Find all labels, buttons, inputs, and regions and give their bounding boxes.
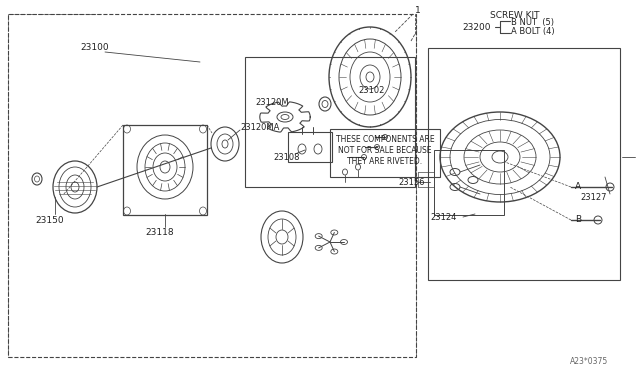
Text: THEY ARE RIVETED.: THEY ARE RIVETED. (348, 157, 422, 166)
Text: 23156: 23156 (398, 177, 424, 186)
Text: 23108: 23108 (273, 153, 300, 161)
Text: 23100: 23100 (80, 42, 109, 51)
Text: 23120MA: 23120MA (240, 122, 280, 131)
Text: 23124: 23124 (430, 212, 456, 221)
Text: SCREW KIT: SCREW KIT (490, 10, 540, 19)
Bar (428, 48, 620, 280)
Text: 1: 1 (415, 6, 420, 15)
Text: THESE COMPONENTS ARE: THESE COMPONENTS ARE (336, 135, 435, 144)
Text: A23*0375: A23*0375 (570, 357, 608, 366)
Text: 23127: 23127 (580, 192, 607, 202)
Text: B: B (575, 215, 581, 224)
Text: A: A (575, 182, 581, 190)
Bar (123, 125, 207, 215)
Bar (434, 150, 504, 215)
Bar (245, 57, 415, 187)
Text: 23118: 23118 (145, 228, 173, 237)
Bar (288, 132, 332, 162)
Text: A BOLT (4): A BOLT (4) (511, 26, 555, 35)
Text: B NUT  (5): B NUT (5) (511, 17, 554, 26)
Text: NOT FOR SALE BECAUSE: NOT FOR SALE BECAUSE (339, 145, 432, 154)
Text: 23200: 23200 (462, 22, 490, 32)
Text: 23150: 23150 (35, 215, 63, 224)
Text: 23102: 23102 (358, 86, 385, 94)
Text: 23120M: 23120M (255, 97, 289, 106)
Bar (8, 14, 416, 357)
Bar (330, 129, 440, 177)
